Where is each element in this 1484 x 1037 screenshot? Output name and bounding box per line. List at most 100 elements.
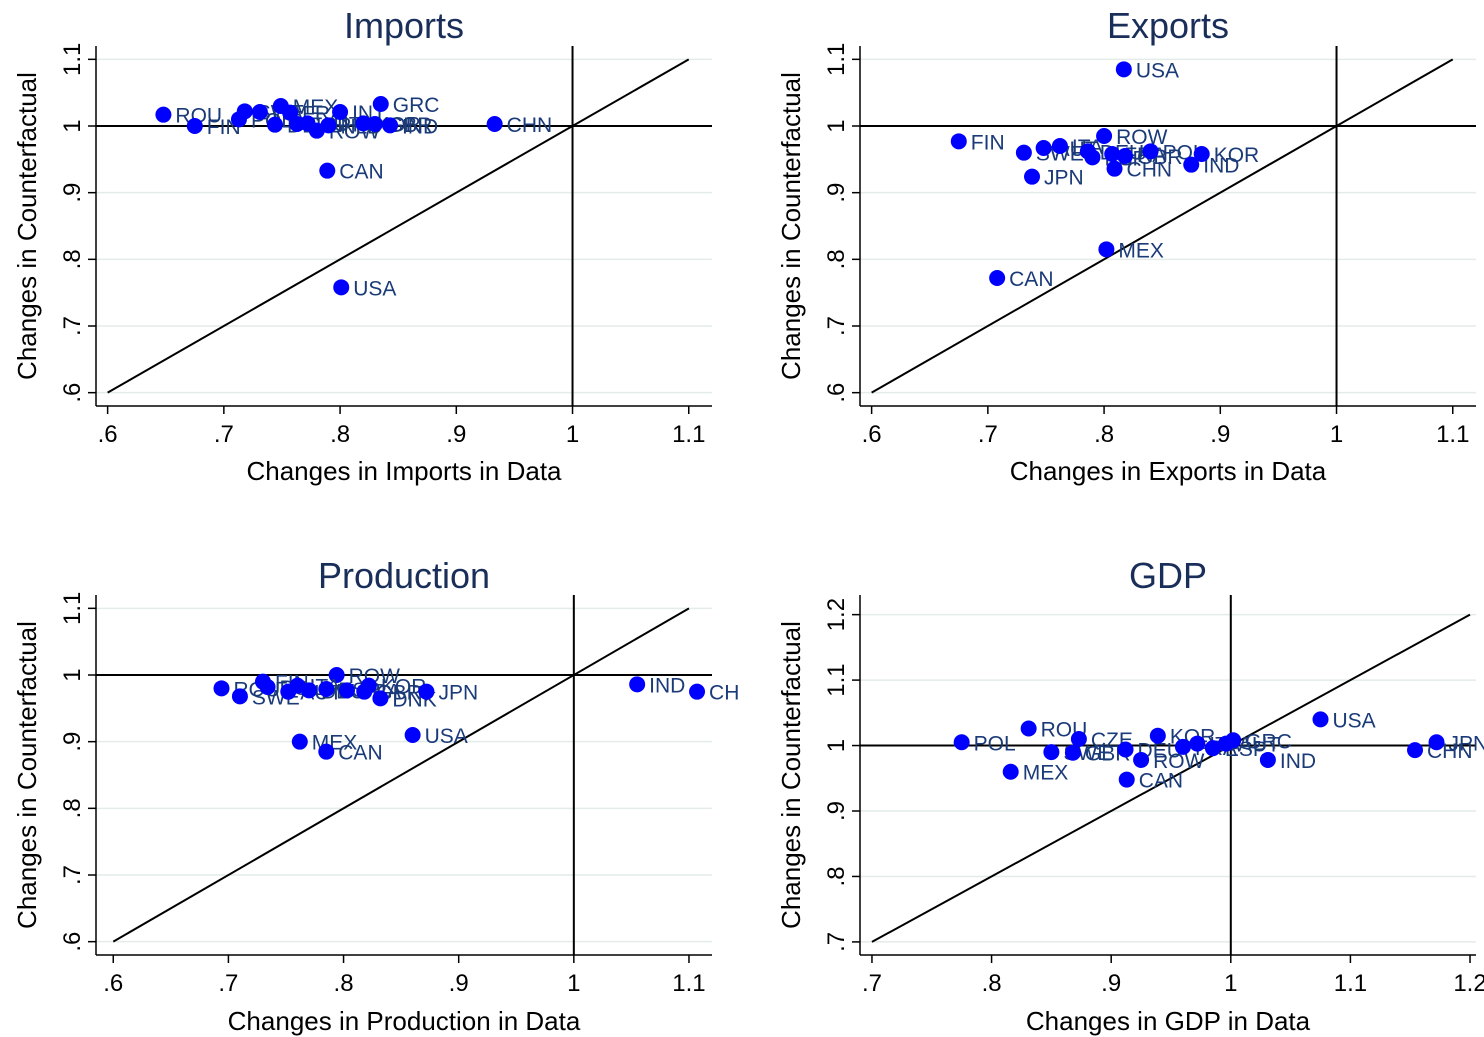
diagonal-45-line	[871, 613, 1471, 943]
y-tick-label: .7	[59, 865, 86, 885]
data-point	[213, 680, 230, 697]
data-point	[1189, 735, 1206, 752]
x-tick-label: .8	[334, 970, 354, 997]
x-tick-label: 1	[1224, 970, 1237, 997]
point-label: CAN	[1009, 268, 1053, 291]
data-point	[339, 682, 356, 699]
point-label: KOR	[381, 676, 427, 699]
y-tick-label: .7	[823, 316, 850, 336]
data-point	[1312, 711, 1329, 728]
y-tick-label: 1.1	[823, 43, 850, 76]
point-label: CHN	[507, 114, 553, 137]
x-tick-label: 1	[566, 421, 579, 448]
y-tick-label: 1.1	[59, 592, 86, 625]
x-tick-label: .9	[449, 970, 469, 997]
y-tick-label: 1	[823, 119, 850, 132]
point-label: KOR	[1214, 144, 1260, 167]
y-tick-label: 1	[823, 739, 850, 752]
data-point	[1116, 148, 1133, 164]
data-point	[1174, 738, 1191, 755]
data-point	[332, 104, 349, 120]
x-tick-label: 1.1	[672, 970, 705, 997]
x-tick-label: .6	[98, 421, 118, 448]
y-tick-label: .6	[59, 932, 86, 952]
point-label: GBR	[387, 114, 433, 137]
data-point	[301, 682, 318, 699]
y-axis-label: Changes in Counterfactual	[12, 72, 42, 380]
point-label: POL	[974, 732, 1016, 755]
data-point	[689, 683, 706, 700]
data-point	[1035, 140, 1052, 156]
point-label: ROW	[1153, 750, 1205, 773]
y-tick-label: .8	[59, 249, 86, 269]
data-point	[1406, 742, 1423, 759]
x-tick-label: 1	[567, 970, 580, 997]
y-tick-label: 1.1	[59, 43, 86, 76]
data-point	[333, 279, 350, 296]
data-point	[266, 116, 283, 133]
x-tick-label: .7	[214, 421, 234, 448]
y-tick-label: .8	[823, 249, 850, 269]
y-tick-label: .9	[59, 732, 86, 752]
data-point	[1051, 138, 1068, 154]
point-label: JPN	[1449, 732, 1484, 755]
point-label: JPN	[438, 682, 478, 705]
x-tick-label: .9	[1101, 970, 1121, 997]
data-point	[318, 743, 335, 760]
data-point	[1106, 160, 1123, 177]
x-tick-label: 1.1	[1436, 421, 1469, 448]
point-label: GRC	[1245, 730, 1292, 753]
y-axis-label: Changes in Counterfactual	[776, 72, 806, 380]
data-point	[318, 681, 335, 697]
point-label: IND	[402, 115, 438, 138]
x-tick-label: .8	[982, 970, 1002, 997]
y-tick-label: .7	[59, 316, 86, 336]
point-label: USA	[425, 725, 468, 748]
x-tick-label: .8	[1094, 421, 1114, 448]
data-point	[1259, 751, 1276, 768]
point-label: JPN	[1044, 167, 1084, 190]
y-tick-label: 1	[59, 119, 86, 132]
y-tick-label: .8	[823, 866, 850, 886]
y-tick-label: .9	[59, 183, 86, 203]
data-point	[319, 162, 336, 179]
data-point	[629, 676, 646, 693]
chart-title: GDP	[1129, 555, 1207, 596]
diagonal-45-line	[112, 607, 690, 943]
point-label: CAN	[339, 161, 383, 184]
point-label: MEX	[293, 96, 339, 119]
x-tick-label: .9	[1210, 421, 1230, 448]
data-point	[1098, 241, 1115, 258]
point-label: GRC	[393, 94, 440, 117]
point-label: ROW	[349, 665, 401, 688]
y-tick-label: .6	[823, 383, 850, 403]
chart-title: Imports	[344, 5, 464, 46]
x-tick-label: .9	[446, 421, 466, 448]
data-point	[1115, 61, 1132, 78]
data-point	[404, 727, 421, 743]
panel-production: .6.7.8.911.1.6.7.8.911.1ROWROUSWEFINPOLA…	[12, 555, 739, 1036]
data-point	[950, 133, 967, 150]
x-tick-label: .7	[862, 970, 882, 997]
point-label: MEX	[1023, 762, 1069, 785]
point-label: CH	[709, 682, 739, 705]
data-point	[328, 667, 345, 683]
data-point	[1183, 156, 1200, 173]
x-tick-label: 1.2	[1453, 970, 1484, 997]
data-point	[1117, 741, 1134, 758]
data-point	[366, 116, 383, 132]
data-point	[382, 117, 399, 134]
x-axis-label: Changes in Imports in Data	[246, 456, 562, 486]
point-label: IND	[1280, 750, 1316, 773]
data-point	[418, 683, 435, 700]
data-point	[953, 734, 970, 751]
data-point	[1096, 128, 1113, 144]
data-point	[1142, 143, 1159, 160]
point-label: FIN	[971, 131, 1005, 154]
point-label: ROU	[175, 105, 222, 128]
data-point	[355, 115, 372, 132]
x-axis-label: Changes in GDP in Data	[1026, 1006, 1311, 1036]
data-point	[259, 679, 276, 695]
data-point	[1043, 744, 1060, 761]
